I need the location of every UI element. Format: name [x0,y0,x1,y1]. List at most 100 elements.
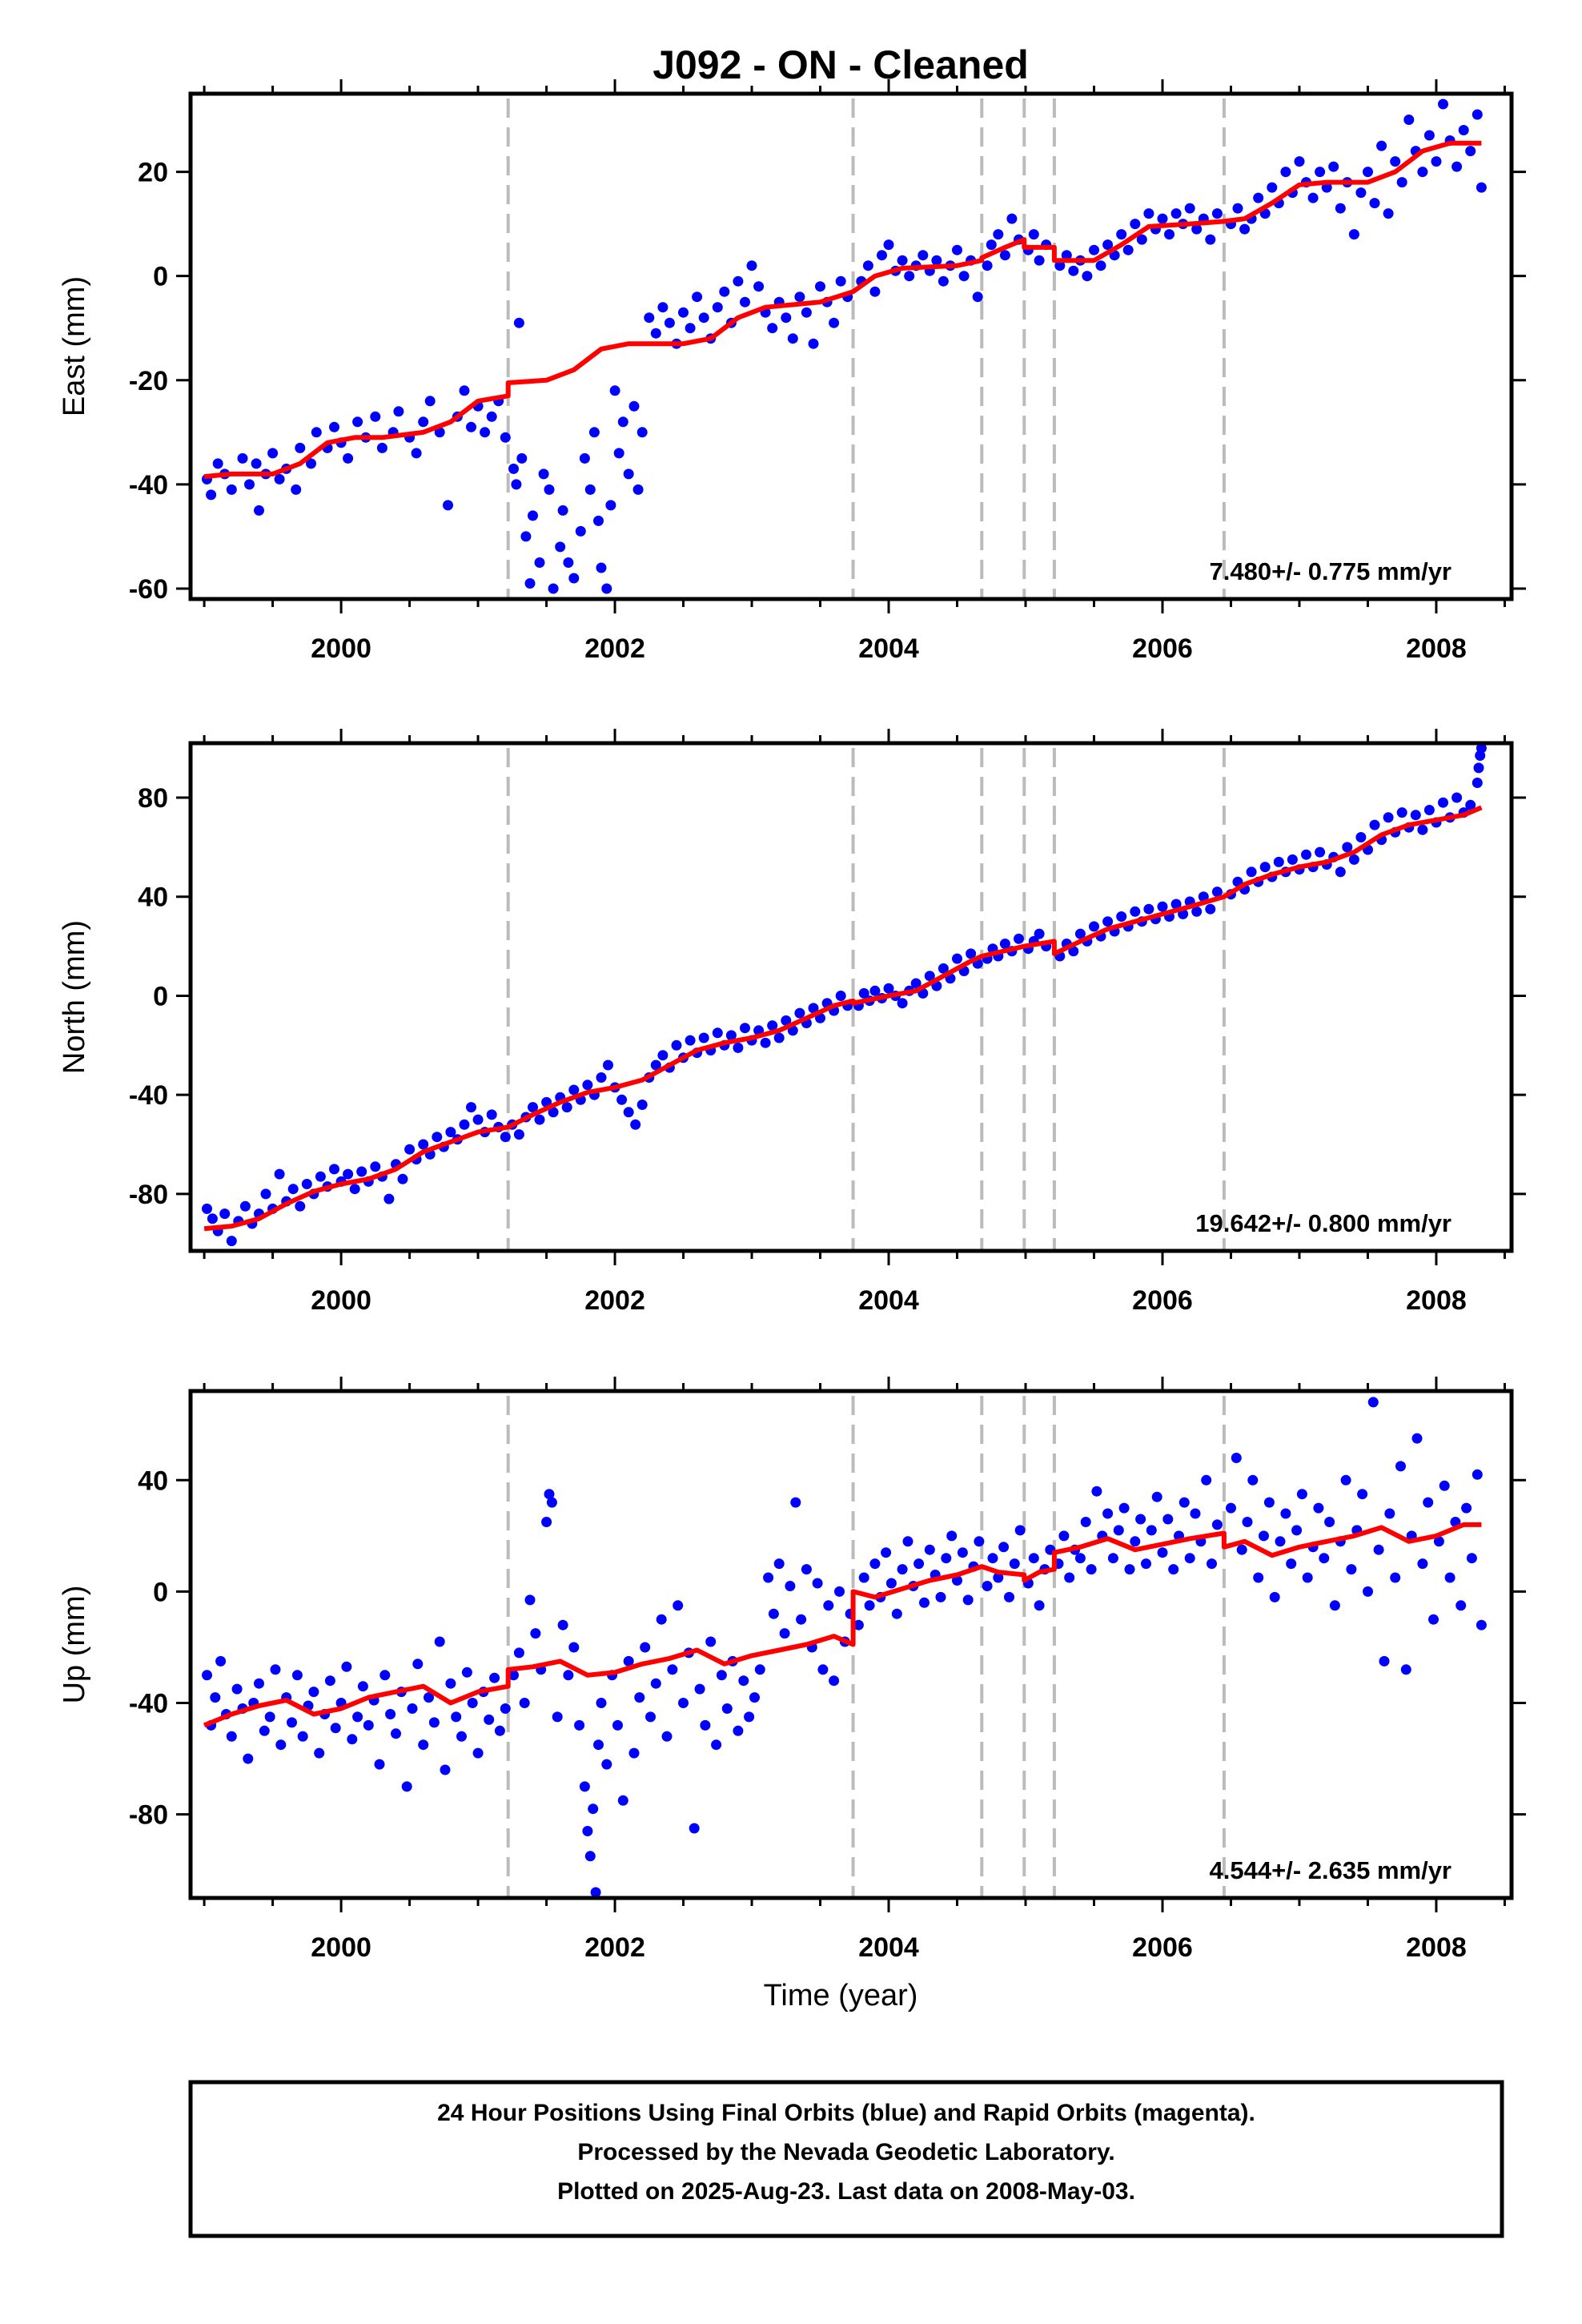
data-point [202,1203,212,1214]
data-point [494,1725,505,1736]
data-point [1263,1497,1275,1508]
data-point [1198,891,1209,903]
y-tick-label: 0 [153,981,168,1011]
data-point [231,1683,243,1695]
data-point [749,1692,760,1703]
data-point [993,229,1004,240]
data-point [1205,903,1216,915]
data-point [712,302,723,313]
data-point [790,1497,801,1508]
data-point [1247,1474,1259,1486]
data-point [513,1129,524,1140]
data-point [352,1711,363,1723]
data-point [725,1030,737,1041]
data-point [357,1681,368,1692]
data-point [445,1678,456,1689]
data-point [829,1675,840,1687]
data-point [329,421,339,432]
data-point [291,484,302,495]
data-point [212,458,223,469]
data-point [601,1759,612,1770]
data-point [982,1581,993,1591]
data-point [1452,161,1463,172]
y-tick-label: 80 [138,783,168,814]
plot-frame [188,741,1514,1253]
east-panel: 2000 2002 2004 2006 2008 20 0 -20 -40 -60 East (mm… [58,79,1526,664]
data-point [237,452,248,464]
data-point [1433,1536,1444,1547]
data-point [1064,1572,1075,1583]
caption-line-3: Plotted on 2025-Aug-23. Last data on 200… [557,2178,1135,2205]
data-point [1006,213,1018,224]
model-line [203,1522,1482,1728]
data-point [664,317,675,328]
data-point [1143,208,1154,219]
data-point [1373,1544,1384,1555]
data-point [383,1193,395,1204]
data-point [251,458,262,469]
data-point [630,1119,641,1130]
data-point [428,1717,440,1728]
data-point [1089,244,1099,255]
data-point [794,1007,805,1019]
data-point [1461,1502,1472,1514]
data-point [1136,234,1147,245]
data-point [472,1114,484,1125]
data-point [1439,1480,1450,1491]
data-point [1287,854,1298,865]
x-tick-label: 2004 [858,1285,919,1316]
data-point [667,1664,678,1675]
data-point [1400,1664,1411,1675]
data-point [239,1200,251,1212]
data-point [1102,1508,1114,1519]
data-point [1476,1619,1487,1630]
data-point [1313,1502,1324,1514]
data-point [1403,115,1415,125]
data-point [623,1107,634,1118]
data-point [1269,1591,1280,1602]
data-point [716,1670,727,1681]
data-point [897,998,908,1009]
data-point [1028,229,1039,240]
data-point [579,1781,590,1792]
data-point [636,1100,648,1110]
data-point [466,421,476,432]
data-point [632,484,644,495]
data-point [443,500,453,511]
data-point [711,1739,722,1751]
data-point [226,1731,237,1742]
data-point [678,307,689,318]
data-point [801,1564,812,1575]
data-point [260,1188,271,1200]
data-point [500,1703,511,1714]
data-point [1116,229,1127,240]
x-tick-label: 2002 [584,633,645,664]
y-tick-label: -80 [129,1180,168,1210]
data-point [938,963,949,974]
data-point [1157,1547,1168,1558]
data-point [1357,1489,1368,1500]
y-axis-label: North (mm) [58,920,91,1074]
data-point [418,1739,429,1751]
data-point [489,1672,500,1683]
data-point [785,1581,796,1591]
data-point [1423,805,1435,815]
data-point [1438,797,1448,808]
data-point [823,1600,834,1611]
data-point [412,1659,424,1670]
data-point [588,427,600,438]
data-point [1191,906,1203,917]
data-point [588,1803,599,1815]
data-point [1082,271,1093,282]
data-point [1226,1502,1236,1514]
data-point [1162,1514,1174,1525]
data-point [513,317,524,328]
data-point [941,1553,952,1564]
data-point [1143,903,1154,915]
data-point [508,1670,519,1681]
data-point [698,1032,709,1043]
data-point [1207,1558,1217,1570]
y-axis-label: Up (mm) [58,1586,91,1704]
caption-line-2: Processed by the Nevada Geodetic Laborat… [577,2139,1114,2165]
data-point [434,427,445,438]
